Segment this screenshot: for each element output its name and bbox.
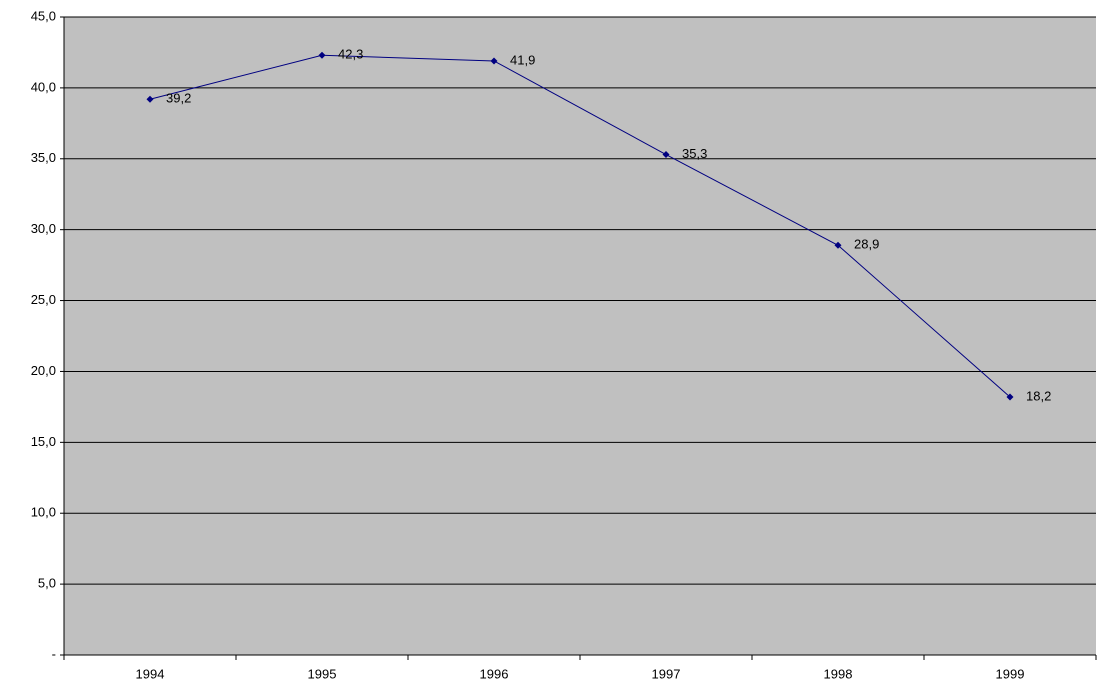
marker [318, 51, 326, 59]
marker [146, 95, 154, 103]
y-tick-label: 30,0 [31, 221, 56, 236]
x-tick-label: 1998 [824, 666, 853, 681]
y-tick-label: 5,0 [38, 576, 56, 591]
y-tick-label: 25,0 [31, 292, 56, 307]
y-tick-label: 15,0 [31, 434, 56, 449]
marker [834, 241, 842, 249]
y-tick-label: 10,0 [31, 505, 56, 520]
marker [1006, 393, 1014, 401]
marker [662, 151, 670, 159]
x-tick-label: 1999 [996, 666, 1025, 681]
line-series [149, 54, 1011, 398]
plot-area [64, 17, 1096, 655]
y-tick-label: 40,0 [31, 79, 56, 94]
x-tick-label: 1994 [136, 666, 165, 681]
x-tick-label: 1997 [652, 666, 681, 681]
value-label: 39,2 [166, 91, 191, 106]
y-tick-label: 35,0 [31, 150, 56, 165]
marker [490, 57, 498, 65]
value-label: 18,2 [1026, 388, 1051, 403]
x-tick-label: 1996 [480, 666, 509, 681]
y-tick-label: 20,0 [31, 363, 56, 378]
y-tick-label: - [52, 646, 56, 661]
value-label: 35,3 [682, 146, 707, 161]
value-label: 42,3 [338, 47, 363, 62]
y-tick-label: 45,0 [31, 8, 56, 23]
value-label: 28,9 [854, 237, 879, 252]
value-label: 41,9 [510, 52, 535, 67]
x-tick-label: 1995 [308, 666, 337, 681]
